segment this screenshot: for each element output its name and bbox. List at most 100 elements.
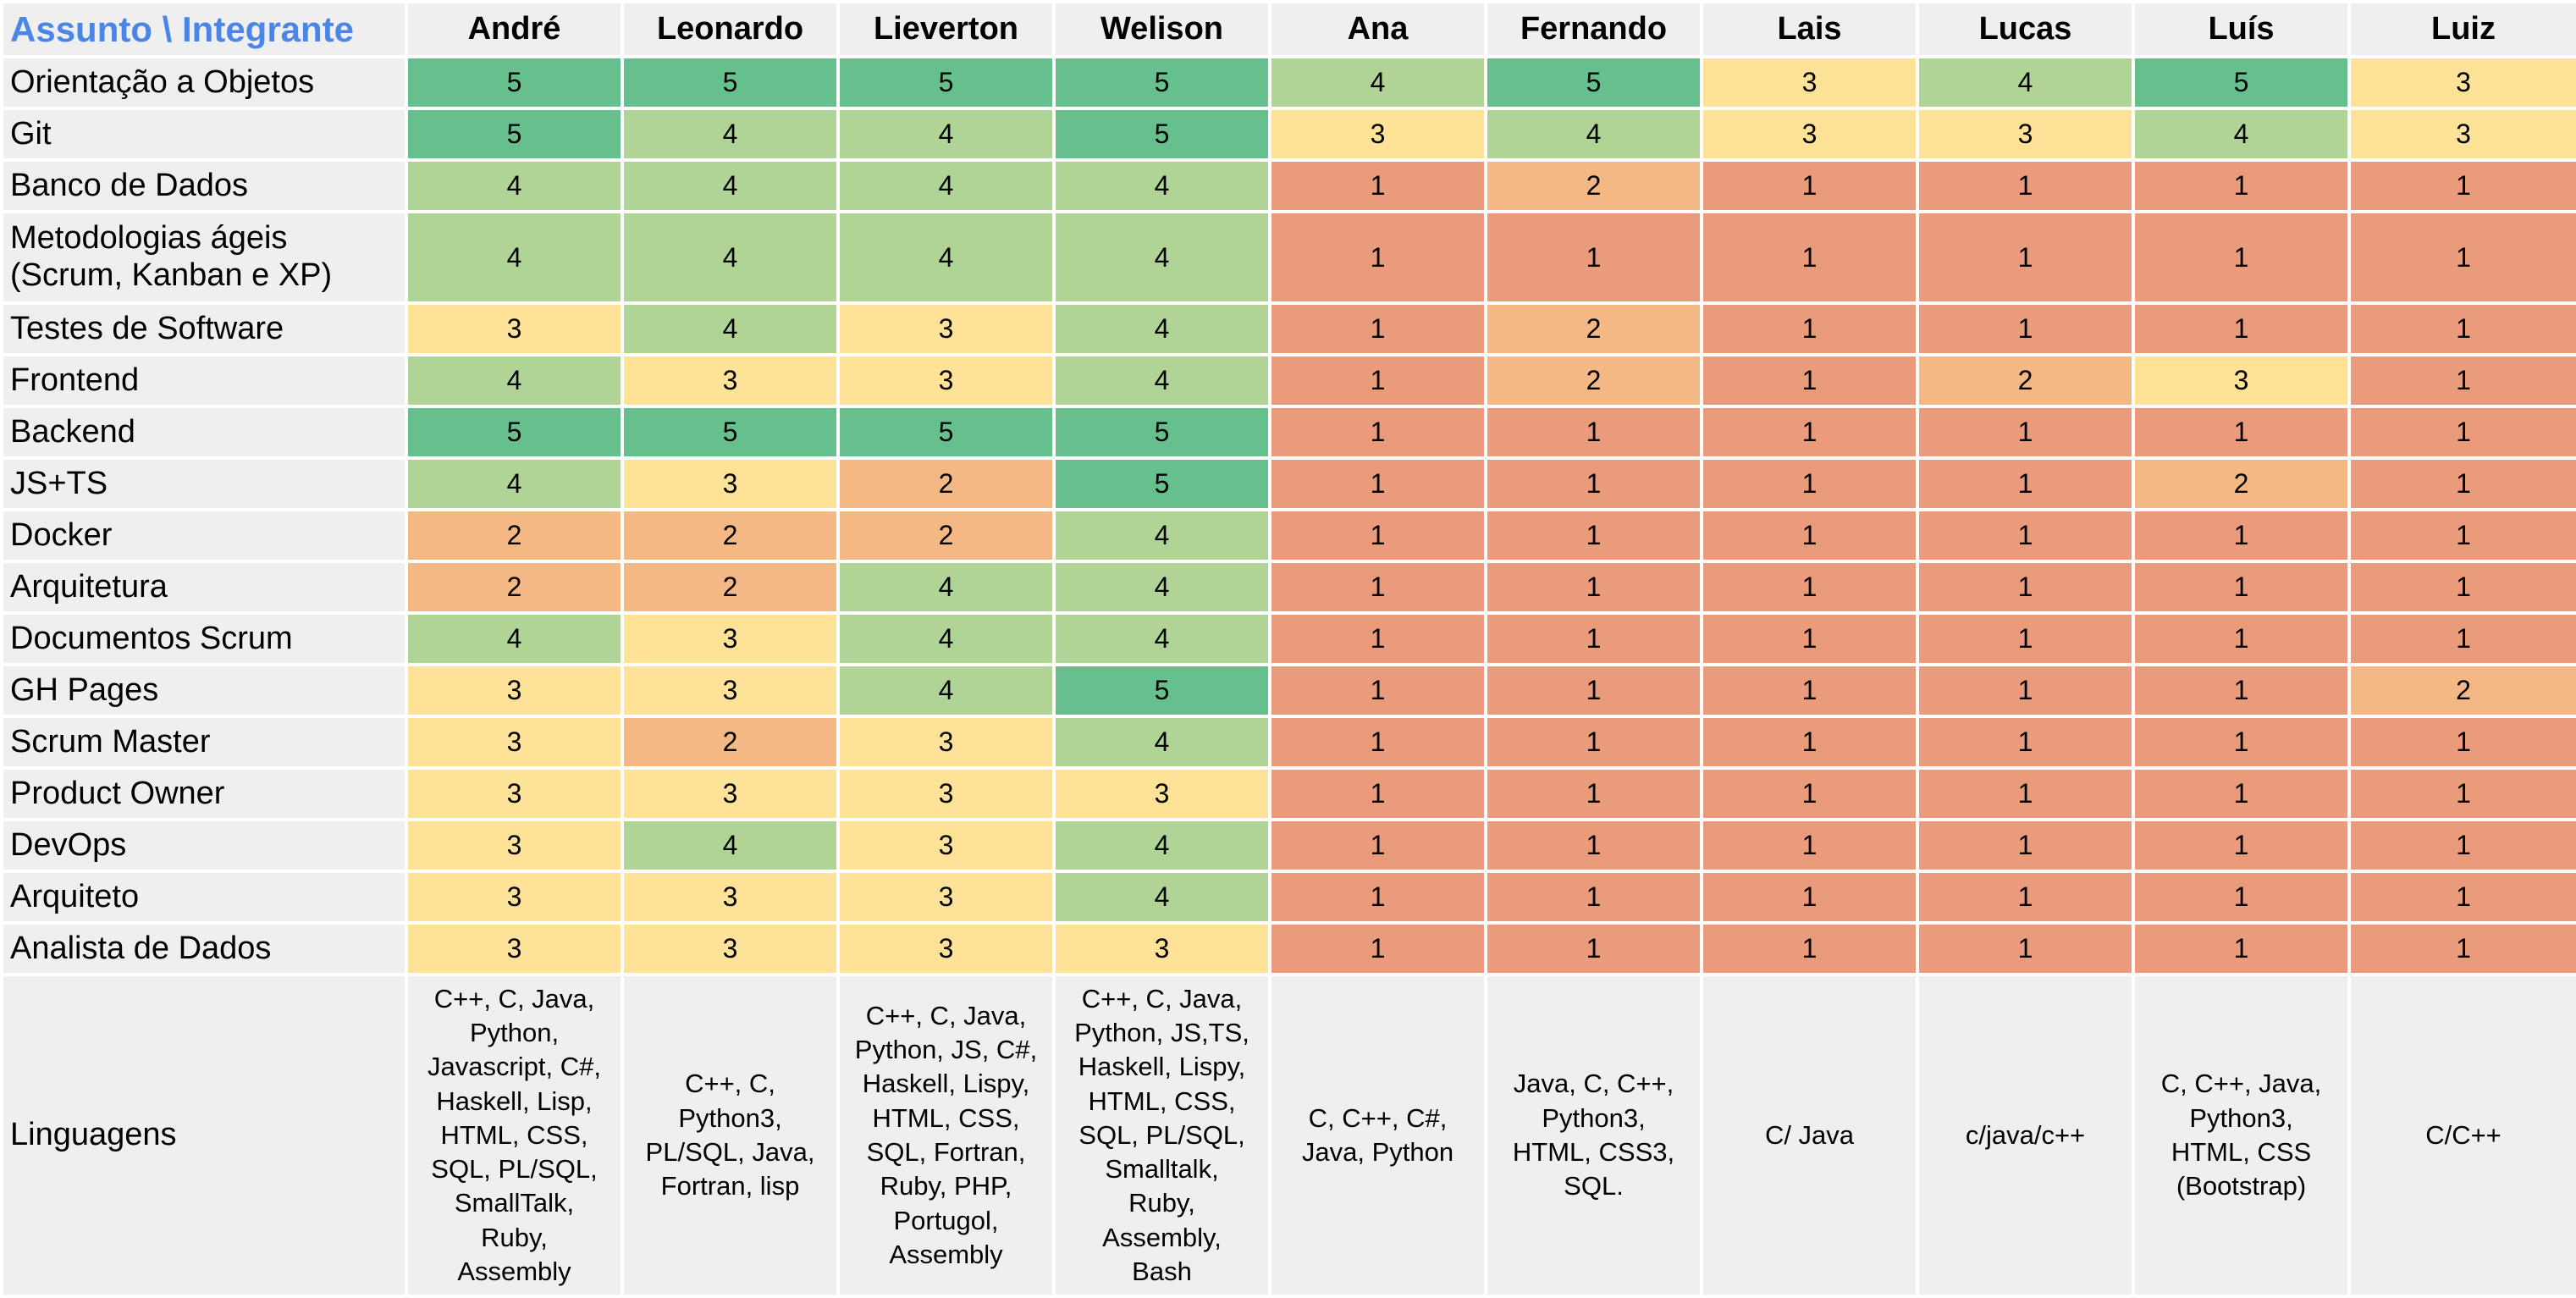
score-cell[interactable]: 3 xyxy=(836,301,1056,356)
score-cell[interactable]: 4 xyxy=(405,456,624,511)
score-cell[interactable]: 3 xyxy=(621,921,840,976)
score-cell[interactable]: 4 xyxy=(621,158,840,213)
languages-cell[interactable]: Java, C, C++, Python3, HTML, CSS3, SQL. xyxy=(1484,973,1703,1298)
score-cell[interactable]: 1 xyxy=(1484,210,1703,305)
score-cell[interactable]: 4 xyxy=(1052,158,1271,213)
subject-label[interactable]: Metodologias ágeis (Scrum, Kanban e XP) xyxy=(0,210,408,305)
score-cell[interactable]: 4 xyxy=(621,301,840,356)
score-cell[interactable]: 1 xyxy=(2347,818,2576,873)
score-cell[interactable]: 4 xyxy=(1052,818,1271,873)
languages-cell[interactable]: C++, C, Java, Python, JS, C#, Haskell, L… xyxy=(836,973,1056,1298)
score-cell[interactable]: 4 xyxy=(1052,353,1271,408)
score-cell[interactable]: 1 xyxy=(2347,766,2576,821)
score-cell[interactable]: 1 xyxy=(1700,210,1919,305)
score-cell[interactable]: 2 xyxy=(1484,353,1703,408)
score-cell[interactable]: 3 xyxy=(405,766,624,821)
score-cell[interactable]: 1 xyxy=(1916,560,2135,615)
score-cell[interactable]: 3 xyxy=(2347,55,2576,110)
score-cell[interactable]: 1 xyxy=(1916,158,2135,213)
score-cell[interactable]: 1 xyxy=(2347,870,2576,925)
score-cell[interactable]: 1 xyxy=(1268,870,1487,925)
score-cell[interactable]: 1 xyxy=(1268,611,1487,666)
score-cell[interactable]: 1 xyxy=(1700,508,1919,563)
corner-header[interactable]: Assunto \ Integrante xyxy=(0,0,408,58)
score-cell[interactable]: 1 xyxy=(1484,818,1703,873)
score-cell[interactable]: 4 xyxy=(836,158,1056,213)
score-cell[interactable]: 1 xyxy=(2347,158,2576,213)
score-cell[interactable]: 3 xyxy=(405,921,624,976)
member-header[interactable]: Lais xyxy=(1700,0,1919,58)
score-cell[interactable]: 1 xyxy=(1268,210,1487,305)
score-cell[interactable]: 1 xyxy=(1268,456,1487,511)
score-cell[interactable]: 3 xyxy=(2347,107,2576,162)
member-header[interactable]: André xyxy=(405,0,624,58)
score-cell[interactable]: 2 xyxy=(1916,353,2135,408)
score-cell[interactable]: 1 xyxy=(1700,301,1919,356)
score-cell[interactable]: 1 xyxy=(2132,818,2351,873)
score-cell[interactable]: 1 xyxy=(1268,663,1487,718)
score-cell[interactable]: 1 xyxy=(1268,921,1487,976)
languages-cell[interactable]: C++, C, Java, Python, JS,TS, Haskell, Li… xyxy=(1052,973,1271,1298)
languages-cell[interactable]: C/ Java xyxy=(1700,973,1919,1298)
score-cell[interactable]: 1 xyxy=(2132,508,2351,563)
score-cell[interactable]: 5 xyxy=(621,405,840,460)
score-cell[interactable]: 2 xyxy=(2132,456,2351,511)
member-header[interactable]: Luís xyxy=(2132,0,2351,58)
score-cell[interactable]: 1 xyxy=(1268,508,1487,563)
languages-label[interactable]: Linguagens xyxy=(0,973,408,1298)
score-cell[interactable]: 2 xyxy=(836,508,1056,563)
score-cell[interactable]: 3 xyxy=(1052,921,1271,976)
score-cell[interactable]: 1 xyxy=(1268,301,1487,356)
score-cell[interactable]: 2 xyxy=(405,560,624,615)
score-cell[interactable]: 2 xyxy=(1484,301,1703,356)
score-cell[interactable]: 4 xyxy=(836,560,1056,615)
score-cell[interactable]: 1 xyxy=(2347,611,2576,666)
score-cell[interactable]: 5 xyxy=(1052,405,1271,460)
score-cell[interactable]: 1 xyxy=(1916,715,2135,770)
score-cell[interactable]: 1 xyxy=(1484,921,1703,976)
score-cell[interactable]: 1 xyxy=(1484,663,1703,718)
score-cell[interactable]: 4 xyxy=(1916,55,2135,110)
score-cell[interactable]: 5 xyxy=(1052,55,1271,110)
score-cell[interactable]: 5 xyxy=(405,107,624,162)
score-cell[interactable]: 1 xyxy=(2132,921,2351,976)
member-header[interactable]: Leonardo xyxy=(621,0,840,58)
score-cell[interactable]: 4 xyxy=(1052,870,1271,925)
score-cell[interactable]: 2 xyxy=(836,456,1056,511)
score-cell[interactable]: 1 xyxy=(2132,560,2351,615)
score-cell[interactable]: 1 xyxy=(1916,210,2135,305)
score-cell[interactable]: 1 xyxy=(1700,405,1919,460)
score-cell[interactable]: 1 xyxy=(1700,158,1919,213)
score-cell[interactable]: 3 xyxy=(1700,107,1919,162)
score-cell[interactable]: 4 xyxy=(1052,210,1271,305)
score-cell[interactable]: 1 xyxy=(1916,921,2135,976)
score-cell[interactable]: 4 xyxy=(836,611,1056,666)
subject-label[interactable]: Scrum Master xyxy=(0,715,408,770)
member-header[interactable]: Fernando xyxy=(1484,0,1703,58)
score-cell[interactable]: 5 xyxy=(1484,55,1703,110)
score-cell[interactable]: 1 xyxy=(1268,715,1487,770)
score-cell[interactable]: 4 xyxy=(405,611,624,666)
member-header[interactable]: Luiz xyxy=(2347,0,2576,58)
score-cell[interactable]: 2 xyxy=(621,508,840,563)
score-cell[interactable]: 3 xyxy=(621,353,840,408)
score-cell[interactable]: 1 xyxy=(1268,158,1487,213)
subject-label[interactable]: Testes de Software xyxy=(0,301,408,356)
score-cell[interactable]: 3 xyxy=(2132,353,2351,408)
score-cell[interactable]: 1 xyxy=(1700,870,1919,925)
score-cell[interactable]: 3 xyxy=(836,870,1056,925)
score-cell[interactable]: 4 xyxy=(1484,107,1703,162)
score-cell[interactable]: 3 xyxy=(836,921,1056,976)
score-cell[interactable]: 1 xyxy=(2347,715,2576,770)
score-cell[interactable]: 2 xyxy=(621,715,840,770)
score-cell[interactable]: 1 xyxy=(1268,405,1487,460)
score-cell[interactable]: 3 xyxy=(621,663,840,718)
score-cell[interactable]: 1 xyxy=(1268,766,1487,821)
score-cell[interactable]: 1 xyxy=(1700,818,1919,873)
score-cell[interactable]: 1 xyxy=(1484,715,1703,770)
subject-label[interactable]: Orientação a Objetos xyxy=(0,55,408,110)
score-cell[interactable]: 1 xyxy=(2132,301,2351,356)
score-cell[interactable]: 1 xyxy=(1484,508,1703,563)
score-cell[interactable]: 1 xyxy=(1700,560,1919,615)
score-cell[interactable]: 1 xyxy=(1916,818,2135,873)
